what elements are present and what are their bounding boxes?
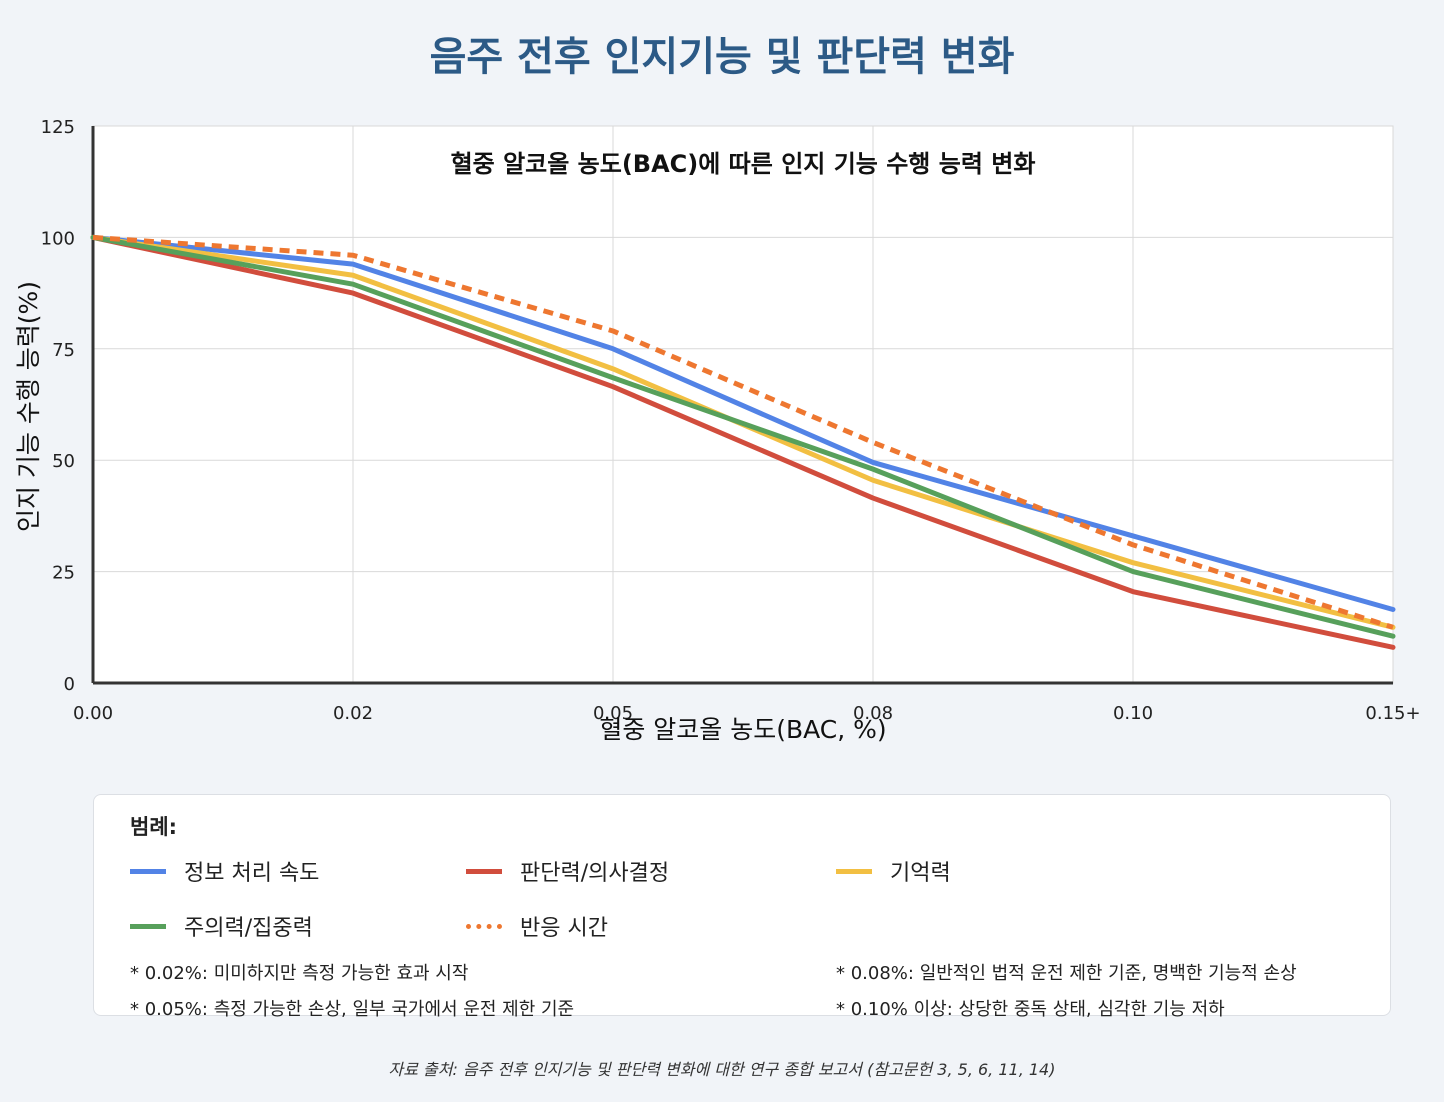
x-tick-label: 0.00 bbox=[73, 703, 113, 724]
note-bac-010: * 0.10% 이상: 상당한 중독 상태, 심각한 기능 저하 bbox=[836, 999, 1225, 1020]
x-tick-label: 0.05 bbox=[593, 703, 633, 724]
source-note: 자료 출처: 음주 전후 인지기능 및 판단력 변화에 대한 연구 종합 보고서… bbox=[388, 1060, 1056, 1079]
line-chart: 0 25 50 75 100 125 0.00 0.02 0.05 0.08 0.10 0.15+ 혈중… bbox=[14, 117, 1421, 744]
x-axis-label: 혈중 알코올 농도(BAC, %) bbox=[599, 715, 886, 744]
legend-heading: 범례: bbox=[130, 815, 178, 839]
note-bac-005: * 0.05%: 측정 가능한 손상, 일부 국가에서 운전 제한 기준 bbox=[130, 999, 575, 1020]
y-tick-label: 0 bbox=[64, 674, 75, 695]
y-axis-label: 인지 기능 수행 능력(%) bbox=[14, 281, 43, 532]
y-tick-label: 125 bbox=[41, 117, 75, 138]
legend-swatch-attention bbox=[130, 923, 166, 929]
legend-swatch-reaction bbox=[466, 923, 502, 929]
series-line-0 bbox=[90, 234, 1396, 612]
x-tick-label: 0.08 bbox=[853, 703, 893, 724]
legend-label-attention: 주의력/집중력 bbox=[184, 916, 313, 941]
legend-item-reaction: 반응 시간 bbox=[466, 910, 608, 942]
chart-title: 혈중 알코올 농도(BAC)에 따른 인지 기능 수행 능력 변화 bbox=[451, 150, 1036, 178]
legend-label-info-speed: 정보 처리 속도 bbox=[184, 861, 320, 886]
y-tick-label: 50 bbox=[52, 451, 75, 472]
legend-item-judgment: 판단력/의사결정 bbox=[466, 855, 669, 887]
legend-swatch-judgment bbox=[466, 868, 502, 874]
legend-label-reaction: 반응 시간 bbox=[520, 916, 608, 941]
x-tick-label: 0.10 bbox=[1113, 703, 1153, 724]
legend-item-info-speed: 정보 처리 속도 bbox=[130, 855, 319, 887]
legend-label-judgment: 판단력/의사결정 bbox=[520, 861, 670, 886]
legend-box: 범례: 정보 처리 속도 판단력/의사결정 기억력 주의력/집중력 반응 시간 … bbox=[93, 794, 1391, 1020]
legend-label-memory: 기억력 bbox=[890, 861, 951, 886]
legend-item-attention: 주의력/집중력 bbox=[130, 910, 313, 942]
y-tick-label: 75 bbox=[52, 340, 75, 361]
x-tick-label: 0.02 bbox=[333, 703, 373, 724]
series-line-3 bbox=[90, 234, 1396, 639]
y-tick-label: 25 bbox=[52, 563, 75, 584]
legend-swatch-memory bbox=[836, 868, 872, 874]
series-line-1 bbox=[90, 234, 1396, 650]
legend-item-memory: 기억력 bbox=[836, 855, 951, 887]
note-bac-002: * 0.02%: 미미하지만 측정 가능한 효과 시작 bbox=[130, 963, 469, 984]
legend-swatch-info-speed bbox=[130, 868, 166, 874]
page-title: 음주 전후 인지기능 및 판단력 변화 bbox=[429, 34, 1015, 80]
note-bac-008: * 0.08%: 일반적인 법적 운전 제한 기준, 명백한 기능적 손상 bbox=[836, 963, 1297, 984]
y-tick-label: 100 bbox=[41, 228, 75, 249]
series-line-4 bbox=[92, 234, 1394, 630]
x-tick-label: 0.15+ bbox=[1365, 703, 1420, 724]
